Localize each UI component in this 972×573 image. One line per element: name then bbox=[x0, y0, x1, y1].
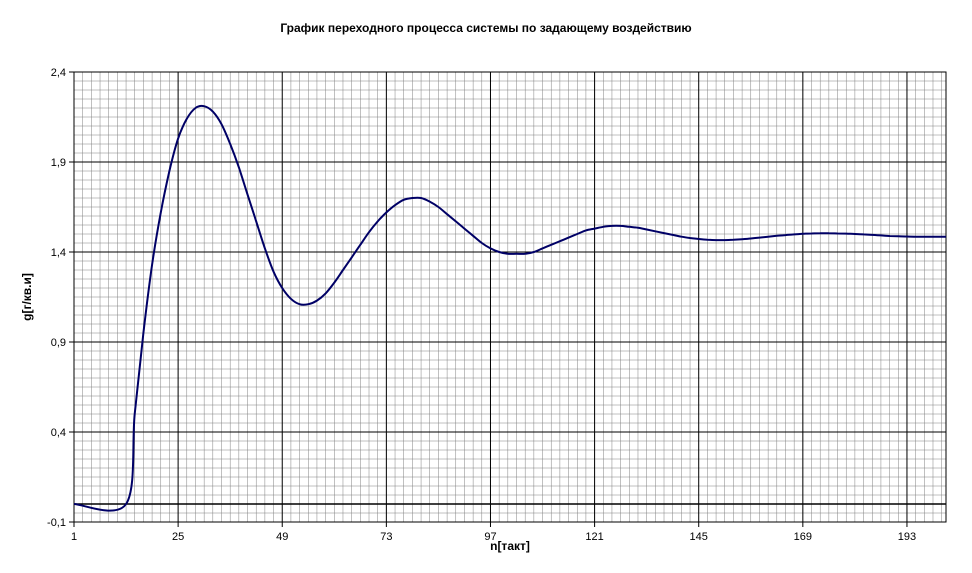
x-axis-label: n[такт] bbox=[490, 539, 530, 553]
y-tick-label: 1,4 bbox=[51, 247, 66, 259]
x-axis-ticks: 1 25 49 73 97 121 145 169 193 bbox=[71, 522, 916, 543]
minor-gridlines bbox=[74, 72, 946, 522]
x-tick-label: 193 bbox=[898, 531, 916, 543]
chart-title: График переходного процесса системы по з… bbox=[280, 21, 691, 35]
y-tick-label: 2,4 bbox=[51, 67, 66, 79]
y-tick-label: 0,4 bbox=[51, 427, 66, 439]
x-tick-label: 25 bbox=[172, 531, 184, 543]
y-tick-label: -0,1 bbox=[47, 517, 66, 529]
series-layer bbox=[73, 104, 946, 512]
x-tick-label: 1 bbox=[71, 531, 77, 543]
x-tick-label: 73 bbox=[380, 531, 392, 543]
x-tick-label: 49 bbox=[276, 531, 288, 543]
y-tick-label: 1,9 bbox=[51, 157, 66, 169]
x-tick-label: 97 bbox=[484, 531, 496, 543]
x-tick-label: 121 bbox=[585, 531, 603, 543]
x-tick-label: 145 bbox=[690, 531, 708, 543]
y-tick-label: 0,9 bbox=[51, 337, 66, 349]
plot-area-frame bbox=[73, 71, 947, 523]
y-axis-label: g[г/кв.и] bbox=[20, 273, 34, 321]
series-line bbox=[73, 104, 946, 512]
x-tick-label: 169 bbox=[794, 531, 812, 543]
y-axis-ticks: -0,1 0,4 0,9 1,4 1,9 2,4 bbox=[47, 67, 74, 529]
